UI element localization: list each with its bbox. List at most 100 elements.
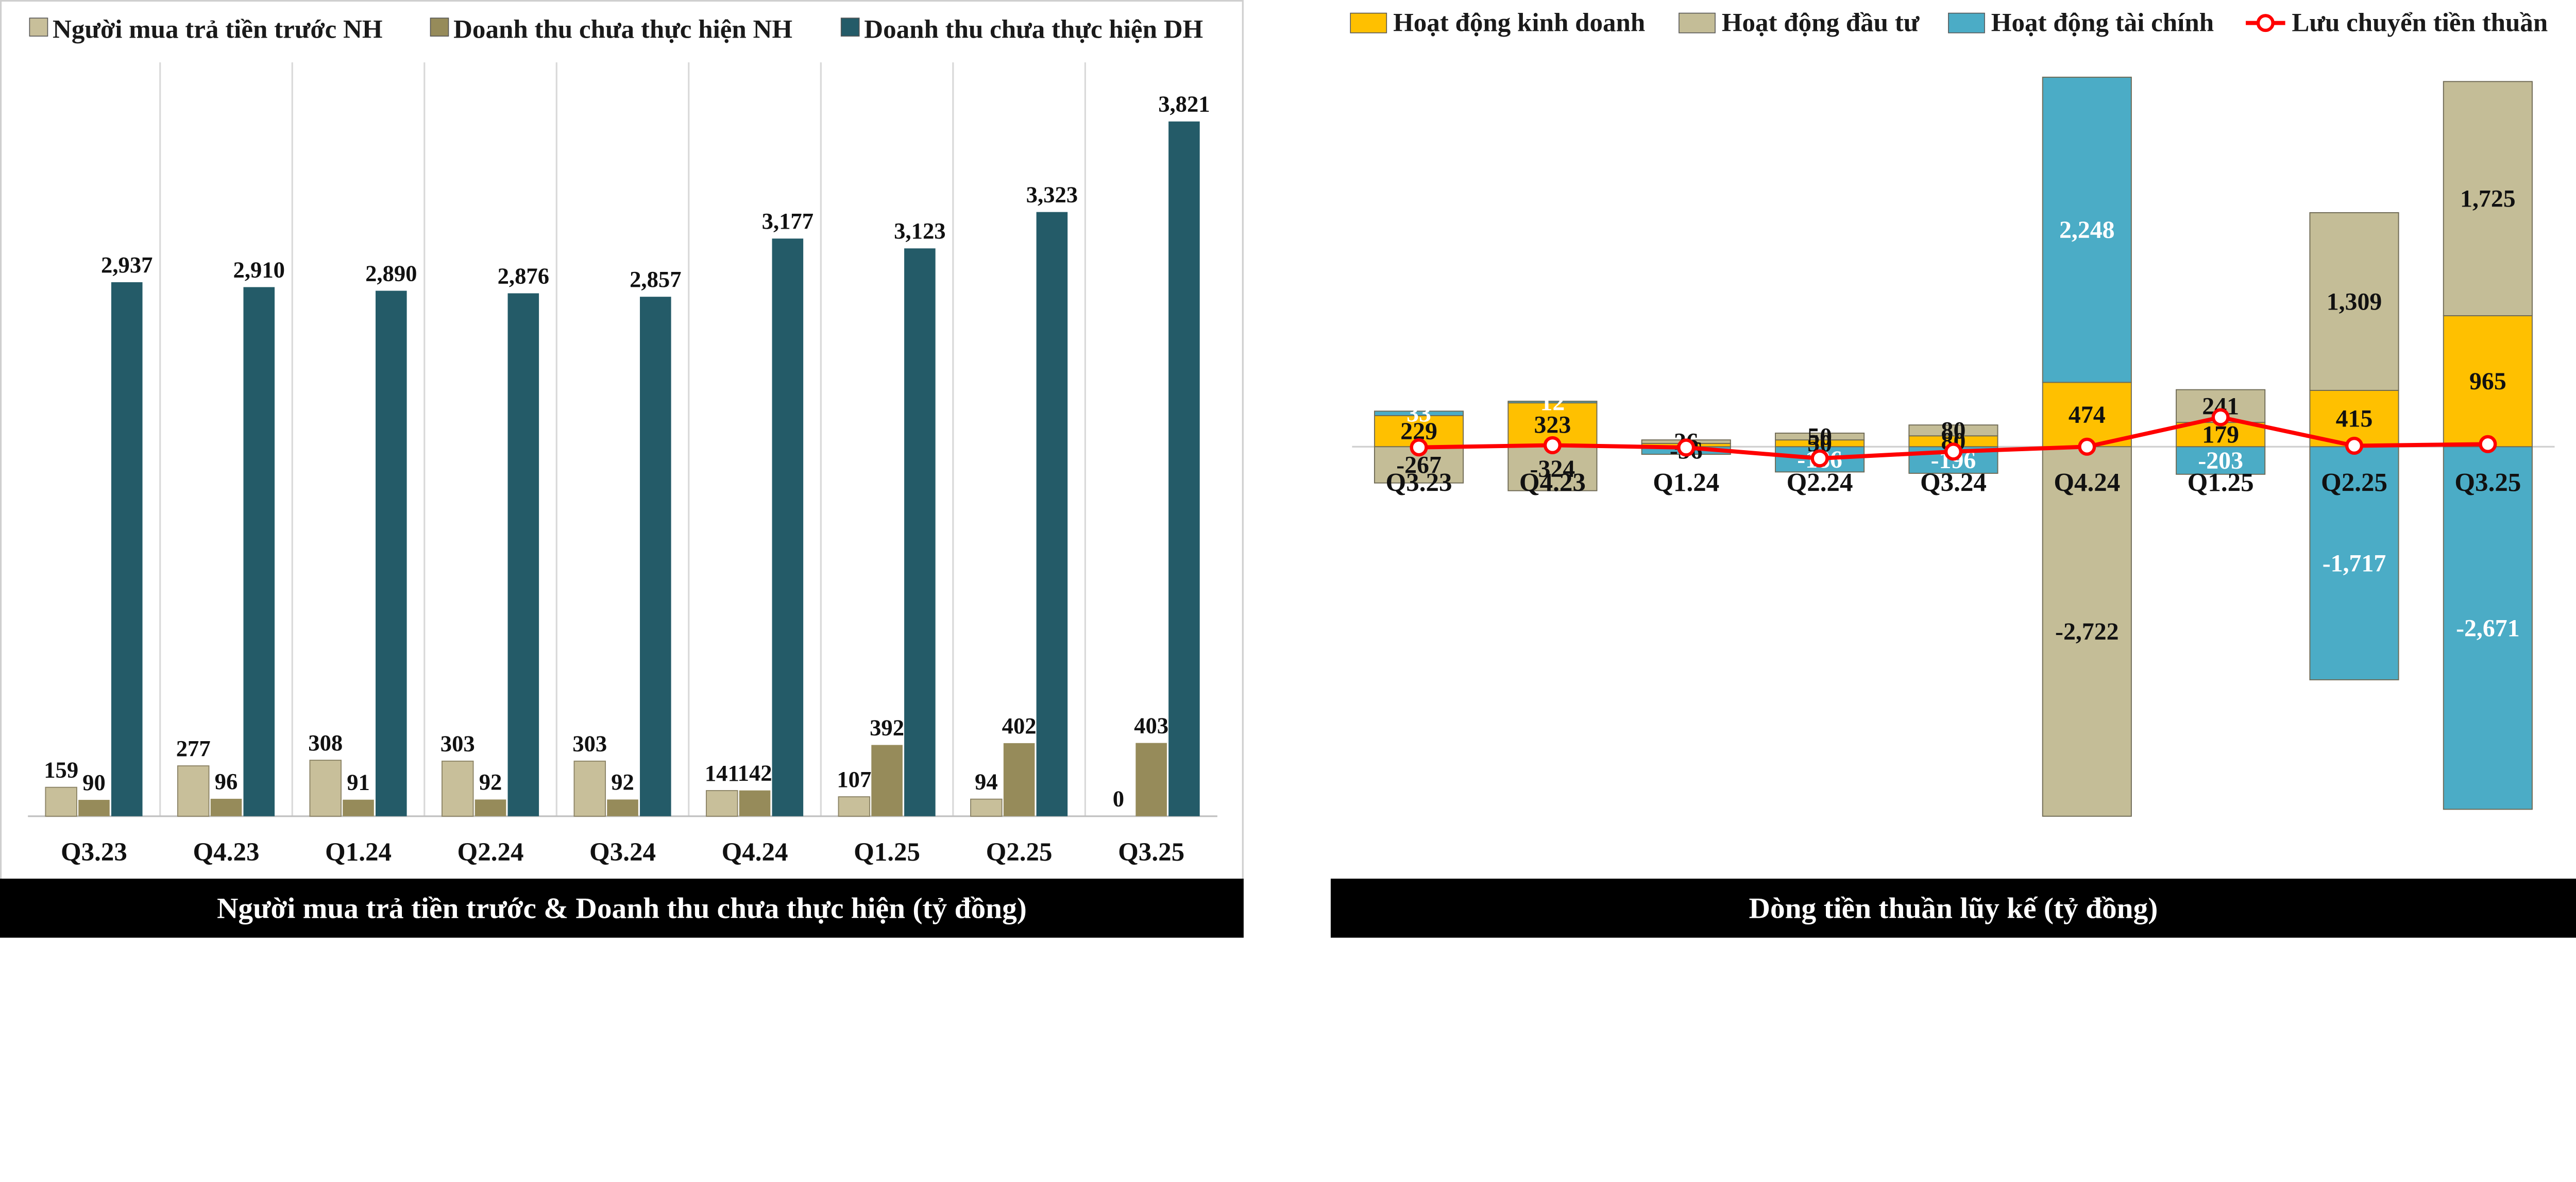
left-bar-Q3.24-s2 xyxy=(607,799,638,816)
right-data-label-Q3.25-s2: 1,725 xyxy=(2460,185,2516,213)
left-bar-Q4.24-s1 xyxy=(706,790,738,817)
left-category-label: Q4.23 xyxy=(193,838,260,867)
left-bar-Q4.23-s2 xyxy=(210,798,242,816)
right-category-label: Q1.25 xyxy=(2188,468,2254,497)
right-net-cashflow-point-Q3.23 xyxy=(1410,438,1428,457)
left-bar-Q2.24-s1 xyxy=(442,760,474,817)
left-category-label: Q2.24 xyxy=(457,838,524,867)
right-data-label-Q3.25-s3: -2,671 xyxy=(2456,614,2520,642)
left-bar-Q4.24-s2 xyxy=(739,790,771,816)
right-category-label: Q3.25 xyxy=(2454,468,2521,497)
left-data-label-Q2.25-s1: 94 xyxy=(975,769,998,795)
right-bar-Q4.24-s1 xyxy=(2042,382,2132,448)
left-legend-label-1: Người mua trả tiền trước NH xyxy=(53,15,383,44)
left-data-label-Q4.24-s2: 142 xyxy=(738,760,772,786)
left-legend-label-2: Doanh thu chưa thực hiện NH xyxy=(453,15,792,44)
left-bar-Q2.24-s3 xyxy=(507,293,539,816)
left-bar-Q1.25-s2 xyxy=(871,745,903,816)
right-data-label-Q1.25-s3: -203 xyxy=(2198,447,2243,474)
right-legend-label-4: Lưu chuyển tiền thuần xyxy=(2292,9,2548,38)
left-category-label: Q3.23 xyxy=(61,838,127,867)
left-category-label: Q3.24 xyxy=(589,838,656,867)
left-category-label: Q1.25 xyxy=(854,838,920,867)
left-bar-Q3.23-s1 xyxy=(45,786,77,817)
left-data-label-Q3.25-s3: 3,821 xyxy=(1158,91,1210,117)
right-category-label: Q1.24 xyxy=(1653,468,1719,497)
right-bar-Q4.24-s3 xyxy=(2042,76,2132,383)
right-bar-Q3.25-s2 xyxy=(2443,81,2533,316)
left-data-label-Q2.24-s1: 303 xyxy=(440,731,475,757)
left-title-bar xyxy=(0,878,1244,938)
right-net-cashflow-point-Q4.24 xyxy=(2078,437,2096,456)
left-data-label-Q3.24-s2: 92 xyxy=(611,769,634,795)
charts-canvas: Người mua trả tiền trước & Doanh thu chư… xyxy=(0,0,2576,938)
left-bar-Q3.25-s2 xyxy=(1136,743,1167,816)
left-data-label-Q4.24-s3: 3,177 xyxy=(762,208,814,234)
right-bar-Q3.25-s1 xyxy=(2443,315,2533,448)
left-bar-Q1.24-s2 xyxy=(343,799,374,816)
left-legend-label-3: Doanh thu chưa thực hiện DH xyxy=(864,15,1203,44)
left-data-label-Q3.24-s1: 303 xyxy=(572,731,607,757)
left-data-label-Q2.24-s3: 2,876 xyxy=(498,263,549,288)
right-bar-Q1.25-s3 xyxy=(2176,446,2266,475)
left-bar-Q3.25-s3 xyxy=(1168,121,1200,816)
left-bar-Q4.23-s1 xyxy=(177,765,210,817)
right-bar-Q3.24-s2 xyxy=(1908,424,1998,437)
right-bar-Q2.25-s3 xyxy=(2309,446,2399,680)
left-data-label-Q3.24-s3: 2,857 xyxy=(630,266,681,292)
right-legend-label-3: Hoạt động tài chính xyxy=(1991,9,2214,38)
left-data-label-Q2.25-s3: 3,323 xyxy=(1026,182,1078,208)
left-data-label-Q1.24-s2: 91 xyxy=(347,769,370,795)
left-data-label-Q1.25-s1: 107 xyxy=(837,766,871,792)
left-bar-Q1.25-s3 xyxy=(904,248,936,816)
right-data-label-Q3.25-s1: 965 xyxy=(2469,368,2506,395)
left-bar-Q4.24-s3 xyxy=(772,238,804,816)
right-chart-title: Dòng tiền thuần lũy kế (tỷ đồng) xyxy=(1749,893,2158,925)
left-data-label-Q3.25-s2: 403 xyxy=(1134,712,1168,738)
left-data-label-Q3.25-s1: 0 xyxy=(1113,786,1124,812)
left-bar-Q3.23-s2 xyxy=(78,800,110,816)
right-category-label: Q3.24 xyxy=(1920,468,1987,497)
left-bar-Q3.24-s3 xyxy=(640,297,671,816)
left-legend-swatch-2 xyxy=(430,18,449,37)
left-data-label-Q1.24-s3: 2,890 xyxy=(365,260,417,286)
left-bar-Q1.24-s1 xyxy=(309,760,342,817)
right-category-label: Q4.24 xyxy=(2054,468,2120,497)
left-data-label-Q4.23-s1: 277 xyxy=(176,735,211,761)
left-data-label-Q1.24-s1: 308 xyxy=(308,730,343,756)
left-data-label-Q1.25-s3: 3,123 xyxy=(894,218,945,244)
right-bar-Q2.25-s2 xyxy=(2309,212,2399,391)
right-bar-Q4.23-s3 xyxy=(1507,401,1598,404)
right-legend-line-marker xyxy=(2256,14,2275,32)
left-legend-swatch-3 xyxy=(840,18,860,37)
right-legend-label-1: Hoạt động kinh doanh xyxy=(1393,9,1645,38)
right-net-cashflow-point-Q3.25 xyxy=(2479,435,2497,453)
right-net-cashflow-point-Q2.24 xyxy=(1810,449,1829,468)
right-data-label-Q4.24-s1: 474 xyxy=(2069,401,2106,429)
left-category-label: Q4.24 xyxy=(722,838,788,867)
right-data-label-Q2.25-s2: 1,309 xyxy=(2327,288,2382,315)
right-bar-Q2.24-s2 xyxy=(1775,433,1865,441)
right-bar-Q3.23-s3 xyxy=(1374,410,1464,416)
left-data-label-Q4.24-s1: 141 xyxy=(705,760,739,786)
left-bar-Q2.25-s1 xyxy=(970,798,1003,817)
left-category-label: Q1.24 xyxy=(325,838,392,867)
right-data-label-Q3.23-s3: 33 xyxy=(1406,400,1431,427)
right-net-cashflow-point-Q3.24 xyxy=(1944,442,1962,461)
right-data-label-Q4.24-s3: 2,248 xyxy=(2059,216,2115,244)
right-net-cashflow-point-Q1.24 xyxy=(1677,438,1696,457)
right-legend-swatch-3 xyxy=(1948,12,1985,33)
left-data-label-Q4.23-s3: 2,910 xyxy=(233,256,285,282)
right-net-cashflow-point-Q1.25 xyxy=(2211,408,2230,426)
left-data-label-Q2.24-s2: 92 xyxy=(479,769,502,795)
right-net-cashflow-point-Q2.25 xyxy=(2345,436,2364,455)
left-category-label: Q2.25 xyxy=(986,838,1053,867)
left-bar-Q3.24-s1 xyxy=(573,760,606,817)
right-net-cashflow-point-Q4.23 xyxy=(1543,436,1562,454)
left-data-label-Q4.23-s2: 96 xyxy=(215,768,238,794)
left-bar-Q2.25-s3 xyxy=(1036,212,1068,816)
right-category-label: Q4.23 xyxy=(1519,468,1586,497)
right-category-label: Q2.24 xyxy=(1787,468,1853,497)
right-title-bar xyxy=(1330,878,2576,938)
left-chart-title: Người mua trả tiền trước & Doanh thu chư… xyxy=(217,893,1027,925)
